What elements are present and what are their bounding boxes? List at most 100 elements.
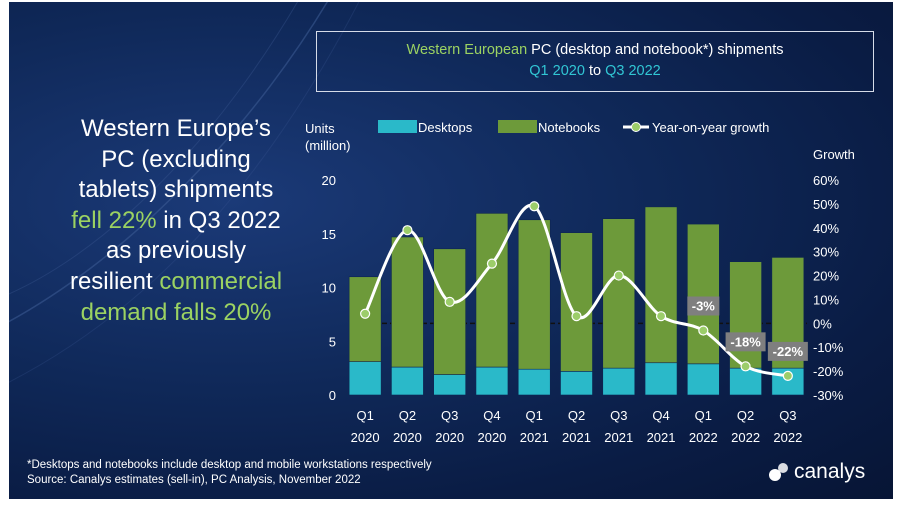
headline-text: in Q3 2022 xyxy=(156,206,281,234)
category-year-label: 2021 xyxy=(604,430,633,445)
category-year-label: 2021 xyxy=(520,430,549,445)
category-year-label: 2020 xyxy=(351,430,380,445)
bar-notebooks xyxy=(687,223,720,365)
left-tick-label: 0 xyxy=(329,388,336,403)
right-tick-label: -20% xyxy=(813,364,844,379)
headline-line: PC (excluding xyxy=(101,145,251,173)
growth-callout-label: -18% xyxy=(730,334,761,349)
growth-point xyxy=(486,258,498,269)
category-quarter-label: Q2 xyxy=(568,408,585,423)
category-quarter-label: Q1 xyxy=(526,408,543,423)
canalys-logo: canalys xyxy=(767,460,865,484)
category-quarter-label: Q4 xyxy=(483,408,500,423)
right-axis-ticks: -30% -20% -10% 0% 10% 20% 30% 40% 50% 60% xyxy=(813,173,844,403)
right-tick-label: 20% xyxy=(813,269,839,284)
growth-point xyxy=(655,311,667,322)
bar-notebooks xyxy=(517,219,551,370)
chart-title-box: Western European PC (desktop and noteboo… xyxy=(316,31,874,92)
headline-line: tablets) shipments xyxy=(78,176,274,204)
decorative-arcs xyxy=(9,2,360,383)
headline: Western Europe’s PC (excluding tablets) … xyxy=(31,114,321,328)
growth-callout-label: -22% xyxy=(773,344,804,359)
right-tick-label: 30% xyxy=(813,245,839,260)
category-quarter-label: Q1 xyxy=(356,408,373,423)
category-quarter-label: Q2 xyxy=(399,408,416,423)
growth-callout-label: -3% xyxy=(692,299,716,314)
shipments-chart: Units (million) Growth Desktops Notebook… xyxy=(305,120,855,445)
right-tick-label: 0% xyxy=(813,316,832,331)
bar-desktops xyxy=(475,366,509,396)
bar-notebooks xyxy=(433,248,466,375)
category-year-label: 2022 xyxy=(731,430,760,445)
category-year-label: 2021 xyxy=(562,430,591,445)
bar-desktops xyxy=(729,367,762,396)
canalys-logo-text: canalys xyxy=(794,460,866,483)
legend-label-growth: Year-on-year growth xyxy=(652,120,769,135)
bar-notebooks xyxy=(475,213,509,368)
headline-line: demand falls 20% xyxy=(80,298,272,326)
bar-desktops xyxy=(433,374,466,396)
chart-title-line1: Western European PC (desktop and noteboo… xyxy=(317,40,873,61)
chart-title-end: Q3 2022 xyxy=(605,63,661,79)
left-tick-label: 10 xyxy=(322,281,336,296)
growth-point xyxy=(529,201,540,212)
bar-notebooks xyxy=(391,236,424,368)
right-tick-label: 60% xyxy=(813,173,839,188)
category-quarter-label: Q3 xyxy=(779,408,796,423)
footnote: *Desktops and notebooks include desktop … xyxy=(27,458,432,488)
headline-line: as previously xyxy=(105,237,247,265)
chart-title-start: Q1 2020 xyxy=(529,63,585,79)
category-quarter-label: Q2 xyxy=(737,408,754,423)
growth-point xyxy=(740,361,751,372)
chart-title-to: to xyxy=(584,63,606,79)
growth-point xyxy=(360,308,371,319)
legend-swatch-desktops xyxy=(378,120,417,133)
growth-callout-box xyxy=(767,341,808,361)
bars xyxy=(348,206,805,396)
right-tick-label: 50% xyxy=(813,197,839,212)
left-axis-ticks: 0 5 10 15 20 xyxy=(322,173,336,403)
left-tick-label: 5 xyxy=(329,334,336,349)
legend-label-notebooks: Notebooks xyxy=(538,120,601,135)
growth-series xyxy=(360,201,793,381)
left-axis-title: Units (million) xyxy=(305,121,351,153)
growth-point xyxy=(571,311,582,322)
bar-desktops xyxy=(517,368,551,396)
chart-title-region: Western European xyxy=(406,42,528,58)
growth-point xyxy=(782,370,793,381)
footnote-note: *Desktops and notebooks include desktop … xyxy=(27,459,432,471)
headline-highlight: commercial xyxy=(159,267,283,295)
category-quarter-label: Q3 xyxy=(610,408,627,423)
category-year-label: 2021 xyxy=(647,430,676,445)
category-quarter-label: Q4 xyxy=(652,408,669,423)
bar-desktops xyxy=(687,363,720,396)
headline-line: Western Europe’s xyxy=(81,115,271,142)
headline-text: resilient xyxy=(69,267,160,295)
growth-callout-box xyxy=(725,332,766,352)
headline-line: resilient commercial xyxy=(31,267,321,298)
category-year-label: 2020 xyxy=(393,430,422,445)
legend-swatch-notebooks xyxy=(498,120,537,133)
left-tick-label: 15 xyxy=(322,227,336,242)
bar-notebooks xyxy=(644,206,678,364)
legend-marker-growth xyxy=(631,122,641,132)
right-tick-label: 40% xyxy=(813,221,839,236)
growth-callout-box xyxy=(687,296,720,316)
right-tick-label: -10% xyxy=(813,340,844,355)
canalys-logo-icon xyxy=(769,463,788,482)
growth-point xyxy=(444,296,455,307)
category-labels: Q1 2020 Q2 2020 Q3 2020 Q4 2020 Q1 2021 Q2 2021 Q3 20… xyxy=(351,408,803,445)
legend-label-desktops: Desktops xyxy=(418,120,473,135)
category-year-label: 2022 xyxy=(773,430,802,445)
legend: Desktops Notebooks Year-on-year growth xyxy=(378,120,769,135)
chart-title-text: PC (desktop and notebook*) shipments xyxy=(527,42,784,58)
right-tick-label: -30% xyxy=(813,388,844,403)
chart-title-line2: Q1 2020 to Q3 2022 xyxy=(317,61,873,82)
bar-notebooks xyxy=(729,261,762,369)
slide-background: Western Europe’s PC (excluding tablets) … xyxy=(9,2,893,499)
right-tick-label: 10% xyxy=(813,292,839,307)
growth-point xyxy=(402,225,413,236)
growth-point xyxy=(698,325,709,336)
growth-callouts: -3% -18% -22% xyxy=(687,296,808,361)
left-axis-title-line1: Units xyxy=(305,121,335,136)
